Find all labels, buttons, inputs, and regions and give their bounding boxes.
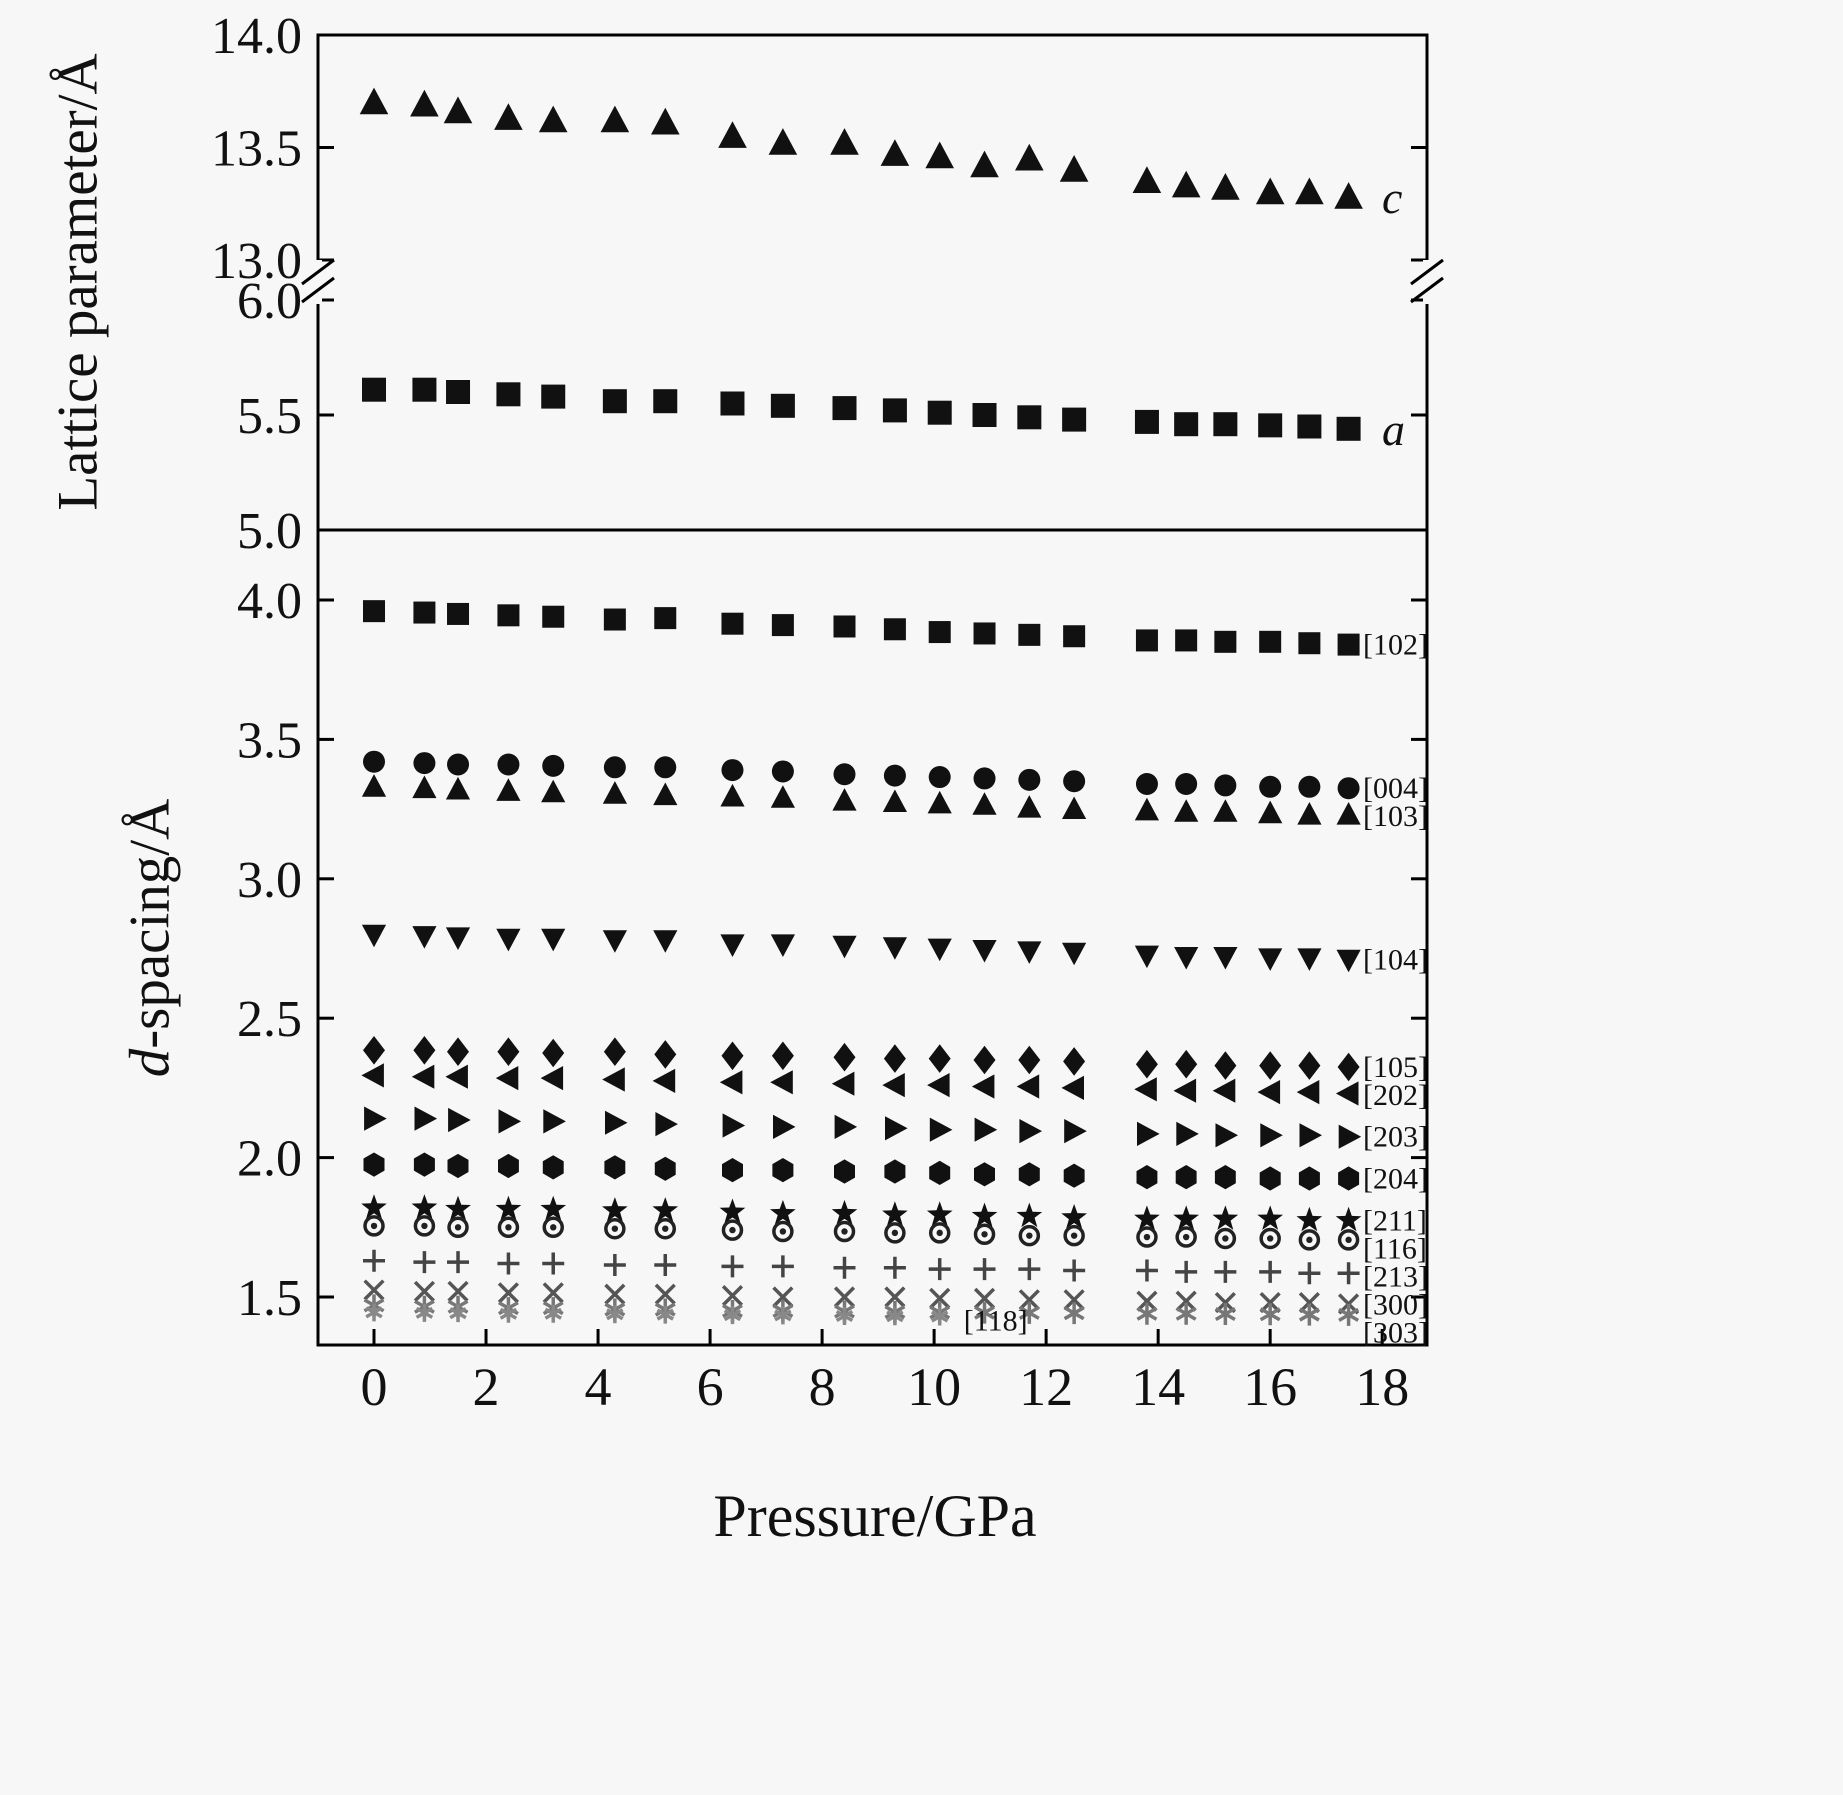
series-a [362,377,1361,441]
axis-text: 5.0 [237,503,302,560]
series-118 [365,1303,949,1326]
axis-text: 16 [1243,1357,1297,1417]
axis-text: 6 [697,1357,724,1417]
series-104 [361,924,1361,973]
ylabel-dspacing-rest: -spacing/Å [118,798,182,1049]
axis-break-gap [1423,260,1431,304]
series-203 [364,1106,1362,1149]
axis-break-gap [314,260,322,304]
series-204 [363,1152,1360,1191]
series-103 [361,774,1361,825]
axis-text: 5.5 [237,388,302,445]
axis-break-slash [1410,258,1444,286]
axis-text: 12 [1019,1357,1073,1417]
series-label-203: [203] [1363,1121,1428,1154]
axis-break-slash [301,258,335,286]
series-c [359,87,1363,209]
series-202 [361,1063,1359,1106]
axis-text: 2.0 [237,1131,302,1188]
axis-text: 10 [907,1357,961,1417]
axis-break-slash [301,276,335,304]
axis-text: 8 [809,1357,836,1417]
axis-text: 4 [585,1357,612,1417]
axis-break-slash [1410,276,1444,304]
series-label-303: [303] [1363,1316,1428,1349]
y-axis-label-lattice: Lattice parameter/Å [46,53,110,511]
annotation-118: [118] [964,1305,1028,1338]
series-213 [363,1249,1360,1285]
series-004 [363,750,1360,800]
series-label-202: [202] [1363,1079,1428,1112]
series-label-104: [104] [1363,944,1428,977]
series-label-c: c [1382,172,1402,223]
axis-text: 18 [1355,1357,1409,1417]
series-label-116: [116] [1363,1232,1427,1265]
series-label-213: [213] [1363,1260,1428,1293]
plot-frame [316,33,1429,1347]
series-label-300: [300] [1363,1288,1428,1321]
axis-text: 13.0 [211,233,302,290]
series-211 [361,1194,1362,1232]
series-label-105: [105] [1363,1051,1428,1084]
axis-text: 6.0 [237,273,302,330]
axis-text: 14 [1131,1357,1185,1417]
series-102 [363,600,1360,656]
series-label-103: [103] [1363,800,1428,833]
y-axis-label-dspacing: d-spacing/Å [118,799,183,1078]
series-label-204: [204] [1363,1163,1428,1196]
axis-text: 4.0 [237,573,302,630]
x-axis-label: Pressure/GPa [713,1483,1037,1549]
axis-text: 0 [361,1357,388,1417]
axis-text: 2.5 [237,991,302,1048]
series-300 [363,1279,1360,1315]
axis-text: 13.5 [211,121,302,178]
axis-text: 1.5 [237,1270,302,1327]
axis-text: 2 [473,1357,500,1417]
axis-text: 3.0 [237,852,302,909]
series-label-102: [102] [1363,629,1428,662]
ylabel-d-italic: d [118,1048,182,1078]
series-label-211: [211] [1363,1204,1427,1237]
axis-text: 3.5 [237,712,302,769]
series-label-004: [004] [1363,772,1428,805]
series-105 [363,1036,1360,1082]
series-116 [363,1215,1360,1251]
series-label-a: a [1382,404,1405,455]
axis-text: 14.0 [211,8,302,65]
